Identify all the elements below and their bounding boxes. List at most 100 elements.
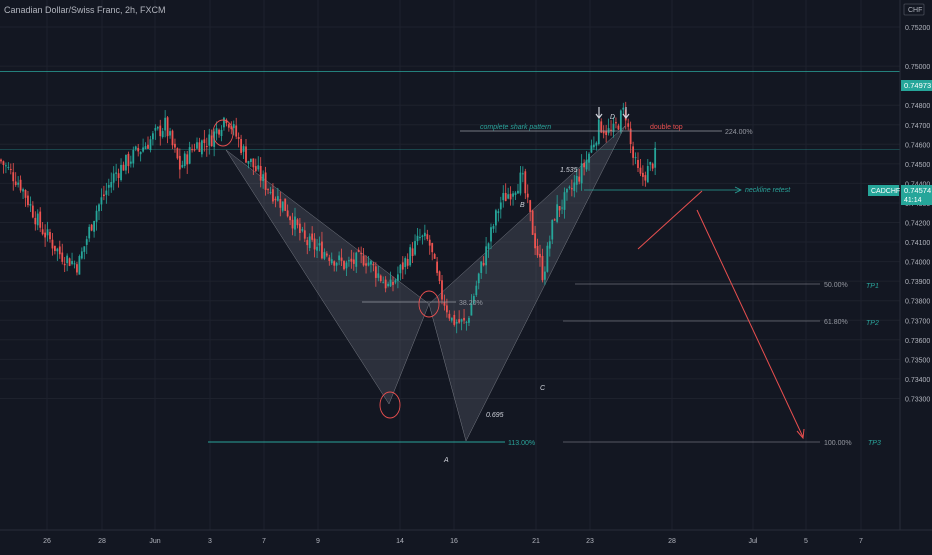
candle-body — [311, 233, 314, 240]
point-b-label: B — [520, 202, 525, 209]
candle-body — [191, 149, 193, 151]
candle-body — [230, 125, 233, 130]
candle-body — [174, 143, 176, 148]
candle-body — [127, 153, 130, 167]
candle-body — [401, 262, 404, 270]
fib-224-label: 224.00% — [725, 129, 753, 136]
candle-body — [247, 160, 250, 164]
candle-body — [397, 274, 399, 281]
candle-body — [242, 146, 245, 152]
candle-body — [284, 198, 287, 211]
candle-body — [156, 126, 159, 129]
candle-body — [419, 237, 421, 239]
candle-body — [465, 321, 468, 323]
price-tick-label: 0.75000 — [905, 64, 930, 71]
candle-body — [316, 246, 318, 251]
candle-body — [29, 203, 32, 206]
candle-body — [514, 192, 517, 195]
candle-body — [78, 256, 81, 275]
point-d-label: D — [610, 114, 615, 121]
candle-body — [512, 193, 514, 197]
candle-body — [406, 259, 409, 266]
candle-body — [259, 165, 262, 181]
candle-body — [139, 151, 142, 155]
price-tick-label: 0.73800 — [905, 299, 930, 306]
candle-body — [556, 204, 559, 222]
candle-body — [499, 202, 502, 210]
time-tick-label: 16 — [450, 538, 458, 545]
candle-body — [193, 149, 196, 151]
symbol-badge — [868, 185, 899, 196]
candle-body — [573, 182, 576, 191]
candle-body — [605, 130, 608, 136]
candle-body — [245, 146, 247, 163]
price-axis[interactable]: 0.75200 0.75000 0.74800 0.74700 0.74600 0.745… — [899, 0, 930, 530]
price-tick-label: 0.74500 — [905, 162, 930, 169]
candle-body — [215, 128, 218, 134]
fib-618-label: 61.80% — [824, 319, 848, 326]
candle-body — [355, 252, 358, 267]
fib-50-label: 50.00% — [824, 282, 848, 289]
candle-body — [0, 159, 2, 162]
candle-body — [521, 173, 524, 175]
currency-label: CHF — [908, 7, 922, 14]
candle-body — [281, 201, 284, 211]
candle-body — [186, 154, 189, 165]
candle-body — [654, 147, 657, 168]
candle-body — [455, 321, 458, 324]
pattern-bcd-triangle — [428, 125, 626, 442]
candle-body — [558, 206, 561, 211]
point-c-label: C — [540, 385, 546, 392]
circle-low-marker — [379, 391, 401, 419]
candle-body — [590, 145, 593, 153]
candle-body — [348, 260, 350, 262]
ratio-1535-label: 1.535 — [560, 167, 578, 174]
candle-body — [112, 173, 115, 183]
candle-body — [495, 210, 497, 226]
candle-body — [343, 260, 345, 270]
candle-body — [22, 189, 24, 192]
candle-body — [27, 195, 29, 206]
candle-body — [357, 249, 360, 252]
candle-body — [570, 188, 573, 190]
candle-body — [169, 131, 171, 136]
currency-badge[interactable] — [903, 3, 925, 16]
candle-body — [632, 146, 634, 158]
candle-body — [485, 246, 487, 266]
candle-body — [384, 279, 387, 289]
candle-body — [468, 317, 470, 323]
candle-body — [286, 210, 289, 217]
candle-body — [164, 117, 167, 131]
candle-body — [83, 246, 86, 252]
candle-body — [338, 255, 340, 261]
candle-body — [142, 147, 144, 152]
candle-body — [34, 217, 37, 225]
candle-body — [566, 188, 568, 193]
candle-body — [105, 190, 108, 195]
time-axis[interactable]: 26 28 Jun 3 7 9 14 16 21 23 28 Jul 5 7 — [0, 529, 932, 545]
point-a-label: A — [443, 457, 449, 464]
candle-body — [443, 302, 446, 306]
candle-body — [409, 247, 412, 266]
candle-body — [321, 241, 323, 259]
candle-body — [262, 174, 265, 182]
candle-body — [41, 229, 44, 235]
price-tick-label: 0.74600 — [905, 142, 930, 149]
candle-body — [254, 166, 257, 172]
candle-body — [539, 253, 541, 258]
candle-body — [299, 223, 301, 233]
candle-body — [107, 184, 110, 188]
candle-body — [73, 263, 76, 265]
target-arrow-line — [696, 209, 804, 438]
candle-body — [14, 181, 17, 186]
candle-body — [225, 119, 228, 124]
candle-body — [578, 176, 581, 182]
candle-body — [144, 146, 147, 150]
arrow-down-icon — [796, 428, 805, 440]
candle-body — [220, 129, 223, 137]
candle-body — [98, 204, 100, 212]
candle-body — [7, 166, 10, 168]
candle-body — [436, 261, 438, 273]
